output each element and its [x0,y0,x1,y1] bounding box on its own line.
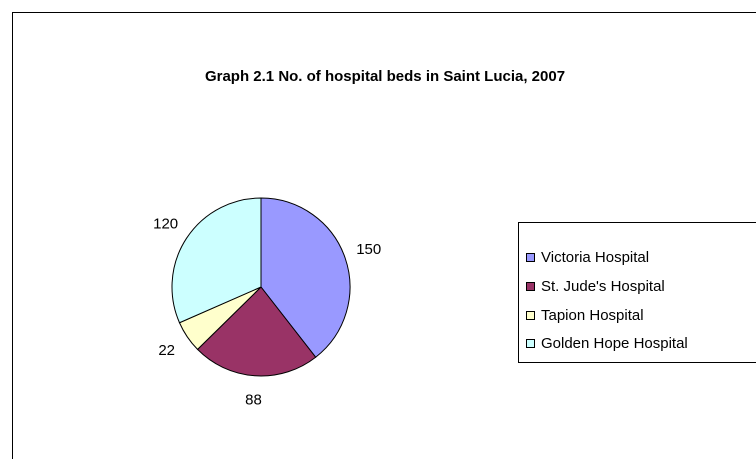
data-label: 150 [356,241,381,258]
data-label: 88 [245,392,262,409]
legend-label: Tapion Hospital [541,307,644,324]
legend-swatch [526,282,535,291]
pie-slice [260,197,351,358]
data-label: 22 [158,342,175,359]
legend-swatch [526,311,535,320]
pie-slice [171,197,262,324]
data-label: 120 [153,216,178,233]
chart-title: Graph 2.1 No. of hospital beds in Saint … [205,68,565,85]
legend-swatch [526,339,535,348]
legend-label: Golden Hope Hospital [541,335,688,352]
legend-label: St. Jude's Hospital [541,278,665,295]
pie-slice [196,286,317,377]
legend-label: Victoria Hospital [541,249,649,266]
legend-box [518,222,756,363]
legend-swatch [526,253,535,262]
